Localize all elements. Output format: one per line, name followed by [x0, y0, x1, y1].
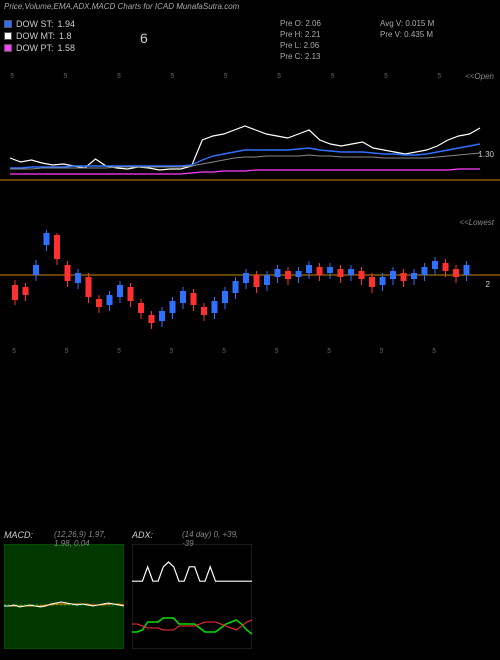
svg-text:5: 5: [437, 73, 441, 80]
candle-ylabel: 2: [486, 280, 490, 289]
svg-text:5: 5: [170, 348, 174, 355]
svg-text:5: 5: [65, 348, 69, 355]
legend-block: DOW ST: 1.94 DOW MT: 1.8 DOW PT: 1.58: [4, 18, 75, 54]
macd-chart: [4, 544, 124, 649]
adx-subtitle: (14 day) 0, +39, -39: [182, 530, 252, 548]
price-chart: 5 5 5 5 5 5 5 5 5: [0, 70, 500, 210]
legend-mt-value: 1.8: [59, 30, 72, 42]
legend-pt-label: DOW PT:: [16, 42, 54, 54]
ohlc-info: Pre O: 2.06 Pre H: 2.21 Pre L: 2.06 Pre …: [280, 18, 321, 62]
legend-box-st: [4, 20, 12, 28]
svg-text:5: 5: [63, 73, 67, 80]
svg-text:5: 5: [327, 348, 331, 355]
avg-volume: Avg V: 0.015 M: [380, 18, 434, 29]
svg-text:5: 5: [277, 73, 281, 80]
legend-st: DOW ST: 1.94: [4, 18, 75, 30]
lowest-label: <<Lowest: [459, 218, 494, 227]
svg-text:5: 5: [117, 348, 121, 355]
price-ylabel: 1.30: [478, 150, 494, 159]
adx-chart: [132, 544, 252, 649]
legend-box-pt: [4, 44, 12, 52]
volume-info: Avg V: 0.015 M Pre V: 0.435 M: [380, 18, 434, 40]
big-number: 6: [140, 30, 148, 46]
legend-mt: DOW MT: 1.8: [4, 30, 75, 42]
svg-text:5: 5: [222, 348, 226, 355]
svg-text:5: 5: [117, 73, 121, 80]
svg-text:5: 5: [432, 348, 436, 355]
macd-subtitle: (12,26,9) 1.97, 1.98, 0.04: [54, 530, 124, 548]
legend-box-mt: [4, 32, 12, 40]
svg-text:5: 5: [10, 73, 14, 80]
svg-text:5: 5: [12, 348, 16, 355]
pre-volume: Pre V: 0.435 M: [380, 29, 434, 40]
legend-st-label: DOW ST:: [16, 18, 54, 30]
chart-header: Price,Volume,EMA,ADX,MACD Charts for ICA…: [4, 2, 239, 11]
svg-text:5: 5: [380, 348, 384, 355]
svg-text:5: 5: [224, 73, 228, 80]
legend-st-value: 1.94: [58, 18, 76, 30]
pre-close: Pre C: 2.13: [280, 51, 321, 62]
pre-high: Pre H: 2.21: [280, 29, 321, 40]
adx-title: ADX:: [132, 530, 153, 540]
macd-panel: MACD: (12,26,9) 1.97, 1.98, 0.04: [4, 530, 124, 650]
legend-mt-label: DOW MT:: [16, 30, 55, 42]
svg-text:5: 5: [170, 73, 174, 80]
macd-title: MACD:: [4, 530, 33, 540]
legend-pt: DOW PT: 1.58: [4, 42, 75, 54]
svg-text:5: 5: [384, 73, 388, 80]
pre-open: Pre O: 2.06: [280, 18, 321, 29]
adx-panel: ADX: (14 day) 0, +39, -39: [132, 530, 252, 650]
pre-low: Pre L: 2.06: [280, 40, 321, 51]
legend-pt-value: 1.58: [58, 42, 76, 54]
open-label: <<Open: [465, 72, 494, 81]
svg-text:5: 5: [275, 348, 279, 355]
candle-chart: 5 5 5 5 5 5 5 5 5: [0, 215, 500, 355]
svg-text:5: 5: [330, 73, 334, 80]
